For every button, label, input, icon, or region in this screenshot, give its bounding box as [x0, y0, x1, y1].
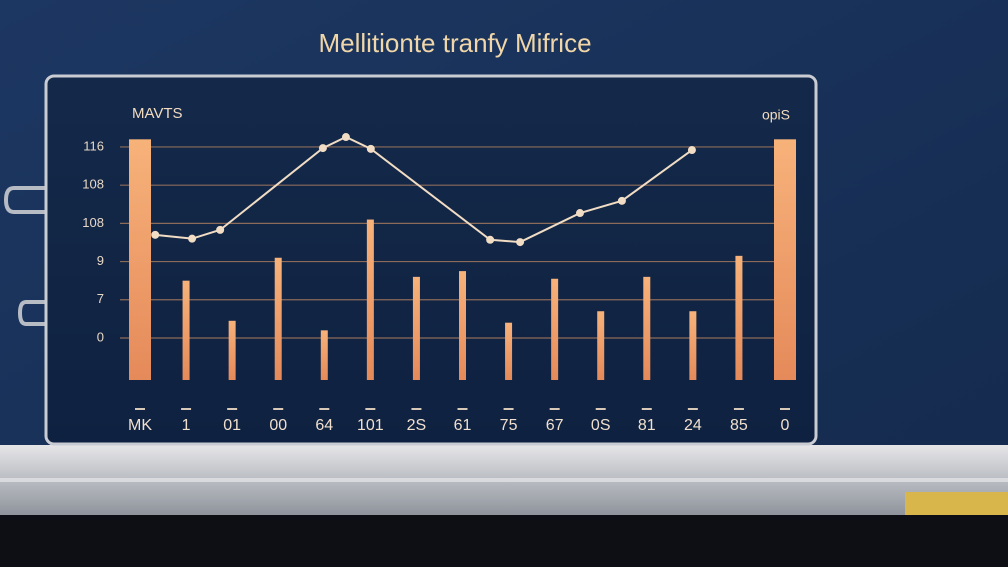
bar: [551, 278, 559, 380]
x-tick-label: 85: [730, 417, 748, 434]
line-point: [216, 225, 225, 234]
x-tick-label: 01: [223, 417, 241, 434]
x-tick-label: 75: [500, 417, 518, 434]
bar: [597, 311, 605, 380]
bar: [774, 139, 796, 380]
x-tick-label: 00: [269, 417, 287, 434]
bar: [274, 257, 282, 380]
clip: [17, 300, 45, 326]
x-tick-label: 101: [357, 417, 384, 434]
y-tick-label: 9: [97, 253, 104, 268]
y2-axis-label: opiS: [762, 107, 790, 123]
y-tick-label: 0: [97, 329, 104, 344]
x-tick-label: MK: [128, 417, 152, 434]
bar: [505, 322, 513, 380]
bar: [412, 276, 420, 380]
line-point: [617, 196, 626, 205]
y-tick-label: 108: [82, 215, 104, 230]
floor: [0, 515, 1008, 567]
line-point: [151, 230, 160, 239]
clip: [3, 186, 45, 214]
line-point: [486, 235, 495, 244]
title: Mellitionte tranfy Mifrice: [318, 28, 591, 58]
bar: [129, 139, 151, 380]
x-tick-label: 1: [182, 417, 191, 434]
screen: [44, 74, 818, 446]
bar: [228, 320, 236, 380]
x-tick-label: 81: [638, 417, 656, 434]
line-point: [575, 209, 584, 218]
line-point: [188, 234, 197, 243]
y-axis-label: MAVTS: [132, 105, 183, 122]
x-tick-label: 24: [684, 417, 702, 434]
shelf-edge: [0, 478, 1008, 482]
bar: [182, 280, 190, 380]
line-point: [687, 146, 696, 155]
x-tick-label: 0S: [591, 417, 611, 434]
bar: [689, 311, 697, 380]
x-tick-label: 67: [546, 417, 564, 434]
line-point: [341, 133, 350, 142]
y-tick-label: 7: [97, 291, 104, 306]
line-point: [366, 144, 375, 153]
x-tick-label: 61: [454, 417, 472, 434]
bar: [320, 330, 328, 380]
y-tick-label: 108: [82, 177, 104, 192]
x-tick-label: 0: [781, 417, 790, 434]
bar: [459, 271, 466, 380]
line-point: [516, 238, 525, 247]
x-tick-label: 2S: [407, 417, 427, 434]
x-tick-label: 64: [315, 417, 333, 434]
bar: [735, 255, 743, 380]
line-point: [318, 144, 327, 153]
bar: [643, 276, 651, 380]
y-tick-label: 116: [83, 138, 104, 153]
bar: [366, 219, 374, 380]
yellow-strip: [905, 492, 1008, 515]
